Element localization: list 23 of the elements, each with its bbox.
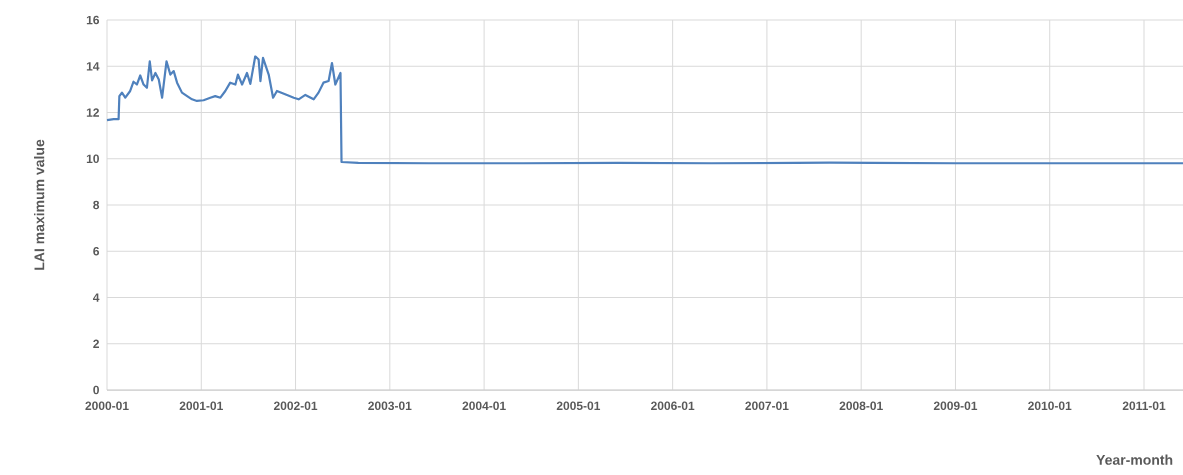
y-tick-label: 6 (93, 247, 100, 256)
x-tick-label: 2000-01 (85, 401, 129, 411)
x-tick-label: 2001-01 (179, 401, 223, 411)
x-tick-label: 2006-01 (651, 401, 695, 411)
y-tick-label: 14 (86, 62, 100, 71)
x-axis-title: Year-month (1096, 454, 1173, 465)
y-tick-label: 4 (92, 293, 100, 302)
x-tick-label: 2004-01 (462, 401, 506, 411)
y-tick-label: 10 (86, 154, 99, 163)
y-tick-label: 12 (86, 108, 99, 117)
x-tick-label: 2003-01 (368, 401, 412, 411)
x-tick-label: 2008-01 (839, 401, 883, 411)
y-tick-label: 16 (86, 15, 100, 25)
x-tick-label: 2010-01 (1028, 401, 1072, 411)
y-tick-label: 2 (93, 339, 99, 348)
x-tick-label: 2007-01 (745, 401, 789, 411)
y-tick-label: 0 (93, 385, 99, 395)
x-tick-label: 2009-01 (933, 401, 978, 411)
y-axis-title: LAI maximum value (34, 139, 45, 270)
x-tick-label: 2011-01 (1122, 401, 1166, 411)
x-tick-label: 2002-01 (273, 401, 318, 411)
y-tick-label: 8 (93, 200, 100, 210)
x-tick-label: 2005-01 (556, 401, 601, 411)
